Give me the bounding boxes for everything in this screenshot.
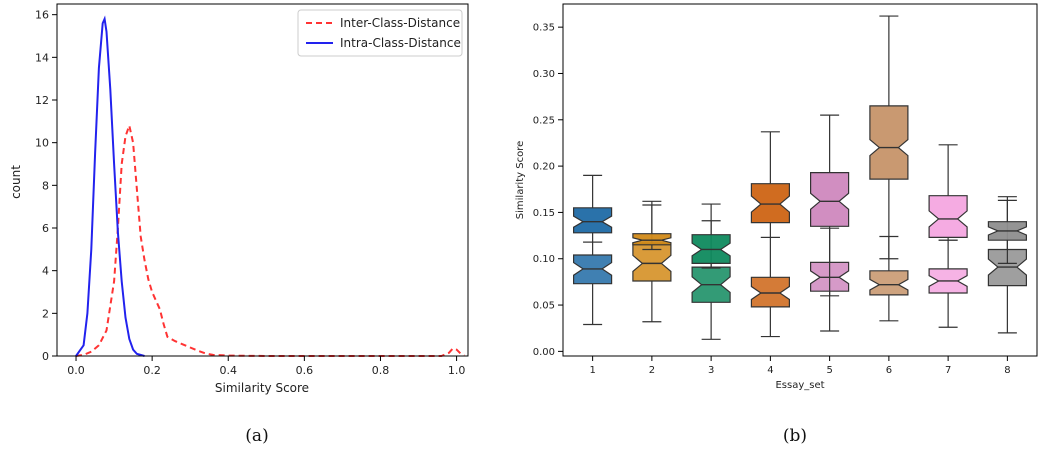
box-group-6 bbox=[869, 15, 909, 322]
box-body bbox=[809, 172, 850, 227]
box-body bbox=[632, 233, 672, 246]
density-x-ticks: 0.0 0.2 0.4 0.6 0.8 1.0 bbox=[67, 356, 465, 377]
x-tick-label: 3 bbox=[708, 365, 714, 376]
boxplot-marks bbox=[572, 15, 1028, 340]
density-y-ticks: 0 2 4 6 8 10 12 14 16 bbox=[35, 9, 57, 363]
box-body bbox=[869, 105, 909, 180]
x-tick-label: 1.0 bbox=[448, 364, 466, 377]
box-group-8 bbox=[987, 196, 1028, 334]
y-tick-label: 0.20 bbox=[533, 162, 555, 173]
y-tick-label: 0.10 bbox=[533, 254, 555, 265]
density-legend: Inter-Class-Distance Intra-Class-Distanc… bbox=[297, 9, 463, 57]
boxplot-y-axis-label: Similarity Score bbox=[515, 141, 526, 219]
subplot-label-b: (b) bbox=[783, 426, 807, 446]
x-tick-label: 0.2 bbox=[143, 364, 161, 377]
box-body bbox=[572, 207, 613, 234]
y-tick-label: 12 bbox=[35, 94, 49, 107]
legend-frame bbox=[297, 9, 463, 57]
series-line-inter-class-distance bbox=[75, 121, 465, 357]
y-tick-label: 0.35 bbox=[533, 23, 555, 34]
box-group-2 bbox=[632, 200, 672, 323]
x-tick-label: 2 bbox=[649, 365, 655, 376]
y-tick-label: 16 bbox=[35, 9, 49, 22]
y-tick-label: 0.00 bbox=[533, 347, 555, 358]
y-tick-label: 2 bbox=[42, 307, 49, 320]
y-tick-label: 14 bbox=[35, 51, 49, 64]
box-group-4 bbox=[750, 131, 791, 338]
density-plot-marks bbox=[75, 15, 465, 357]
boxplot-frame bbox=[562, 3, 1038, 357]
y-tick-label: 0.30 bbox=[533, 69, 555, 80]
box-group-7 bbox=[928, 144, 968, 328]
y-tick-label: 0.25 bbox=[533, 115, 555, 126]
x-tick-label: 8 bbox=[1004, 365, 1010, 376]
x-tick-label: 0.6 bbox=[296, 364, 314, 377]
box-body bbox=[869, 270, 909, 296]
x-tick-label: 0.0 bbox=[67, 364, 85, 377]
box-group-5 bbox=[809, 114, 850, 332]
y-tick-label: 8 bbox=[42, 179, 49, 192]
x-tick-label: 6 bbox=[886, 365, 892, 376]
legend-label-inter-class: Inter-Class-Distance bbox=[340, 16, 460, 30]
density-plot-panel: 0.0 0.2 0.4 0.6 0.8 1.0 0 2 4 6 8 10 12 14 16 Similar… bbox=[9, 3, 469, 446]
boxplot-x-ticks: 1 2 3 4 5 6 7 8 bbox=[589, 356, 1011, 376]
box-body bbox=[750, 276, 791, 308]
density-x-axis-label: Similarity Score bbox=[215, 381, 309, 395]
x-tick-label: 7 bbox=[945, 365, 951, 376]
subplot-label-a: (a) bbox=[245, 426, 268, 446]
x-tick-label: 0.8 bbox=[372, 364, 390, 377]
box-body bbox=[750, 183, 791, 224]
boxplot-panel: 1 2 3 4 5 6 7 8 0.00 0.05 0.10 0.15 0.20 0.25 0.30 0.3… bbox=[515, 3, 1038, 446]
y-tick-label: 0.05 bbox=[533, 301, 555, 312]
x-tick-label: 4 bbox=[767, 365, 773, 376]
box-group-3 bbox=[691, 203, 731, 340]
x-tick-label: 0.4 bbox=[220, 364, 238, 377]
series-line-intra-class-distance bbox=[75, 15, 145, 357]
boxplot-y-ticks: 0.00 0.05 0.10 0.15 0.20 0.25 0.30 0.35 bbox=[533, 23, 563, 358]
x-tick-label: 1 bbox=[589, 365, 595, 376]
density-plot-frame bbox=[56, 3, 469, 357]
box-body bbox=[928, 195, 968, 238]
box-group-1 bbox=[572, 174, 613, 326]
x-tick-label: 5 bbox=[826, 365, 832, 376]
boxplot-x-axis-label: Essay_set bbox=[775, 380, 824, 391]
y-tick-label: 6 bbox=[42, 222, 49, 235]
density-y-axis-label: count bbox=[9, 165, 23, 199]
legend-label-intra-class: Intra-Class-Distance bbox=[340, 36, 461, 50]
y-tick-label: 0 bbox=[42, 350, 49, 363]
y-tick-label: 0.15 bbox=[533, 208, 555, 219]
y-tick-label: 10 bbox=[35, 137, 49, 150]
y-tick-label: 4 bbox=[42, 265, 49, 278]
